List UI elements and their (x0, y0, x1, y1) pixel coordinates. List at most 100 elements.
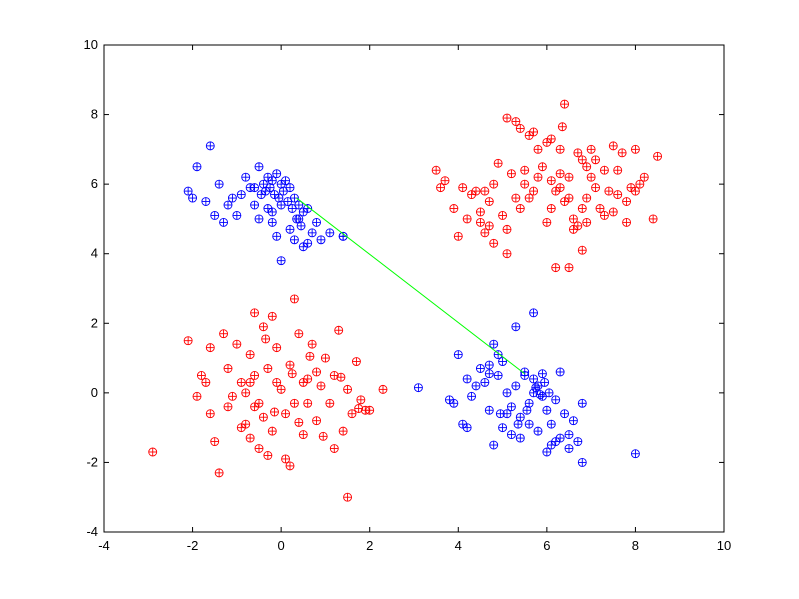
data-point (540, 377, 550, 387)
data-point (325, 228, 335, 238)
data-point (568, 224, 578, 234)
data-point (378, 384, 388, 394)
data-point (289, 398, 299, 408)
data-point (475, 207, 485, 217)
data-point (210, 210, 220, 220)
data-point (555, 367, 565, 377)
data-point (263, 451, 273, 460)
data-point (462, 214, 472, 224)
data-point (267, 217, 277, 227)
data-point (515, 412, 525, 422)
data-point (281, 176, 291, 186)
data-point (577, 457, 587, 467)
data-point (480, 377, 490, 387)
data-point (223, 200, 233, 210)
data-point (542, 405, 552, 415)
data-point (250, 308, 260, 318)
data-point (294, 329, 304, 339)
data-point (630, 144, 640, 154)
data-point (343, 384, 353, 394)
data-point (245, 377, 255, 387)
data-point (270, 407, 279, 417)
data-point (449, 204, 459, 213)
data-point (236, 190, 246, 200)
data-point (285, 183, 295, 193)
data-point (210, 437, 220, 447)
data-point (484, 197, 494, 206)
data-point (613, 165, 623, 175)
data-point (591, 155, 601, 165)
data-point (338, 426, 348, 436)
data-point (653, 151, 663, 161)
data-point (582, 162, 592, 172)
data-point (258, 412, 268, 422)
y-tick-label: 2 (91, 315, 98, 330)
data-point (551, 263, 561, 273)
y-tick-label: 4 (91, 246, 98, 261)
data-point (440, 176, 450, 186)
data-point (289, 294, 299, 304)
data-point (276, 200, 286, 210)
data-point (223, 402, 233, 412)
data-point (498, 357, 508, 366)
data-point (557, 122, 567, 132)
data-point (533, 426, 543, 436)
data-point (453, 231, 463, 241)
data-point (560, 99, 570, 109)
data-point (498, 423, 508, 433)
data-point (524, 398, 534, 408)
data-point (241, 388, 251, 398)
data-point (551, 395, 561, 405)
data-point (511, 381, 521, 391)
data-point (343, 492, 353, 502)
data-point (471, 381, 481, 391)
data-point (272, 377, 282, 387)
data-point (542, 217, 552, 227)
data-point (276, 384, 286, 394)
data-point (316, 381, 326, 391)
data-point (586, 172, 596, 182)
data-point (608, 141, 618, 151)
data-point (219, 217, 229, 227)
data-point (533, 172, 543, 182)
data-point (294, 417, 304, 427)
data-point (254, 444, 264, 453)
data-point (586, 144, 596, 154)
data-point (471, 186, 481, 196)
data-point (484, 405, 494, 415)
x-tick-label: 0 (278, 538, 285, 553)
data-point (201, 197, 211, 206)
data-point (555, 169, 565, 179)
data-point (265, 183, 275, 193)
data-point (205, 409, 215, 419)
data-point (281, 454, 291, 464)
data-point (546, 419, 556, 429)
data-point (604, 186, 614, 196)
data-point (250, 183, 260, 193)
data-point (617, 148, 627, 158)
data-point (484, 221, 494, 231)
data-point (511, 322, 521, 332)
data-point (582, 193, 592, 203)
data-point (192, 391, 202, 401)
data-point (484, 369, 494, 379)
data-point (458, 183, 468, 193)
data-point (489, 179, 499, 189)
data-point (577, 204, 587, 213)
data-point (542, 447, 552, 457)
data-point (515, 124, 525, 133)
data-point (648, 214, 658, 224)
data-point (537, 369, 547, 379)
data-point (267, 176, 277, 186)
data-point (274, 193, 284, 203)
data-point (515, 204, 525, 213)
data-point (245, 350, 255, 360)
data-point (577, 155, 587, 165)
data-point (444, 395, 454, 405)
data-point (192, 162, 202, 172)
data-point (573, 437, 583, 447)
data-point (582, 217, 592, 227)
data-point (522, 405, 532, 415)
data-point (267, 311, 277, 321)
data-point (535, 390, 545, 400)
